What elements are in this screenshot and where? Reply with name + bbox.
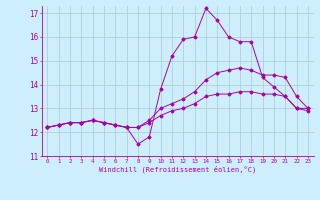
X-axis label: Windchill (Refroidissement éolien,°C): Windchill (Refroidissement éolien,°C) [99,165,256,173]
